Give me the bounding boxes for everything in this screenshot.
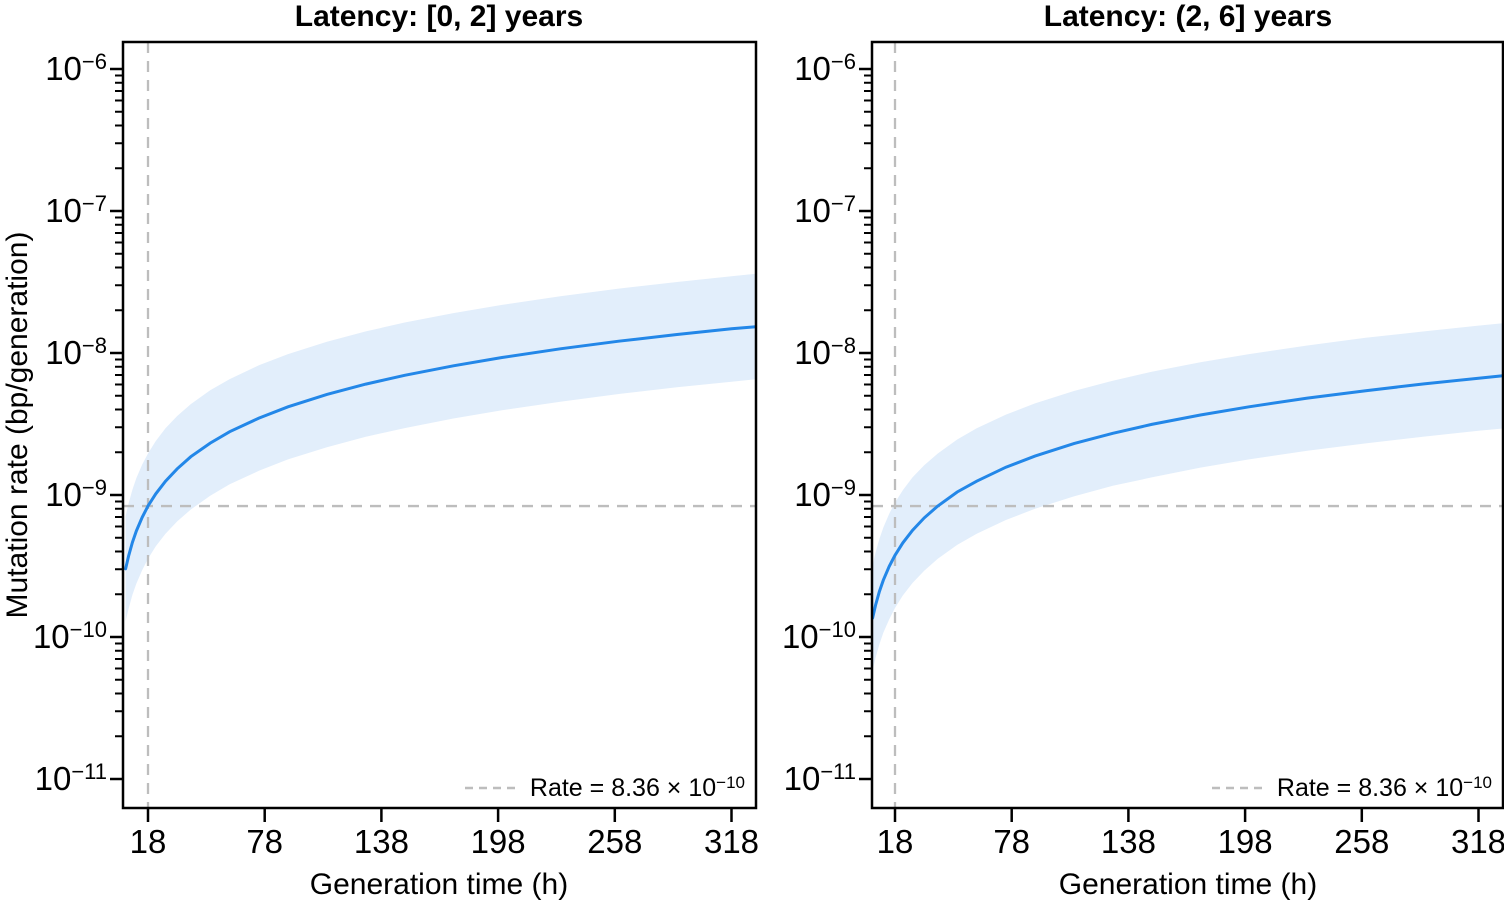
x-tick-label: 78 <box>246 823 284 860</box>
x-tick-label: 78 <box>993 823 1031 860</box>
x-axis-title-left: Generation time (h) <box>309 868 569 901</box>
panel-title-left: Latency: [0, 2] years <box>294 0 584 33</box>
dashed-line-sample <box>464 786 519 790</box>
y-axis-title: Mutation rate (bp/generation) <box>1 231 34 619</box>
mutation-rate-curve <box>872 374 1503 620</box>
y-tick-label: 10−11 <box>34 759 107 797</box>
confidence-band <box>872 323 1503 671</box>
y-tick-label: 10−8 <box>45 333 107 371</box>
x-tick-label: 258 <box>587 823 643 860</box>
x-tick-label: 18 <box>129 823 167 860</box>
y-tick-label: 10−9 <box>794 475 856 513</box>
x-axis-title-right: Generation time (h) <box>1058 868 1318 901</box>
panel-title-right: Latency: (2, 6] years <box>1043 0 1333 33</box>
x-tick-label: 318 <box>703 823 760 860</box>
x-tick-label: 138 <box>1100 823 1156 860</box>
x-tick-label: 198 <box>1217 823 1273 860</box>
mutation-rate-curve <box>124 325 756 571</box>
y-tick-label: 10−11 <box>783 759 856 797</box>
legend-right: Rate = 8.36 × 10−10 <box>1211 769 1492 807</box>
y-tick-label: 10−10 <box>781 617 856 655</box>
legend-left: Rate = 8.36 × 10−10 <box>464 769 745 807</box>
y-tick-label: 10−10 <box>32 617 107 655</box>
plot-frame <box>121 40 758 810</box>
y-tick-label: 10−7 <box>794 191 856 229</box>
y-tick-label: 10−7 <box>45 191 107 229</box>
dashed-line-sample <box>1211 786 1266 790</box>
plot-frame <box>870 40 1504 810</box>
legend-label: Rate = 8.36 × 10−10 <box>529 772 745 802</box>
y-tick-label: 10−9 <box>45 475 107 513</box>
y-tick-label: 10−6 <box>794 49 856 87</box>
x-tick-label: 138 <box>353 823 409 860</box>
y-tick-label: 10−8 <box>794 333 856 371</box>
legend-label: Rate = 8.36 × 10−10 <box>1276 772 1492 802</box>
x-tick-label: 258 <box>1334 823 1390 860</box>
x-tick-label: 198 <box>470 823 526 860</box>
y-tick-label: 10−6 <box>45 49 107 87</box>
confidence-band <box>125 273 756 622</box>
x-tick-label: 18 <box>876 823 914 860</box>
x-tick-label: 318 <box>1450 823 1504 860</box>
